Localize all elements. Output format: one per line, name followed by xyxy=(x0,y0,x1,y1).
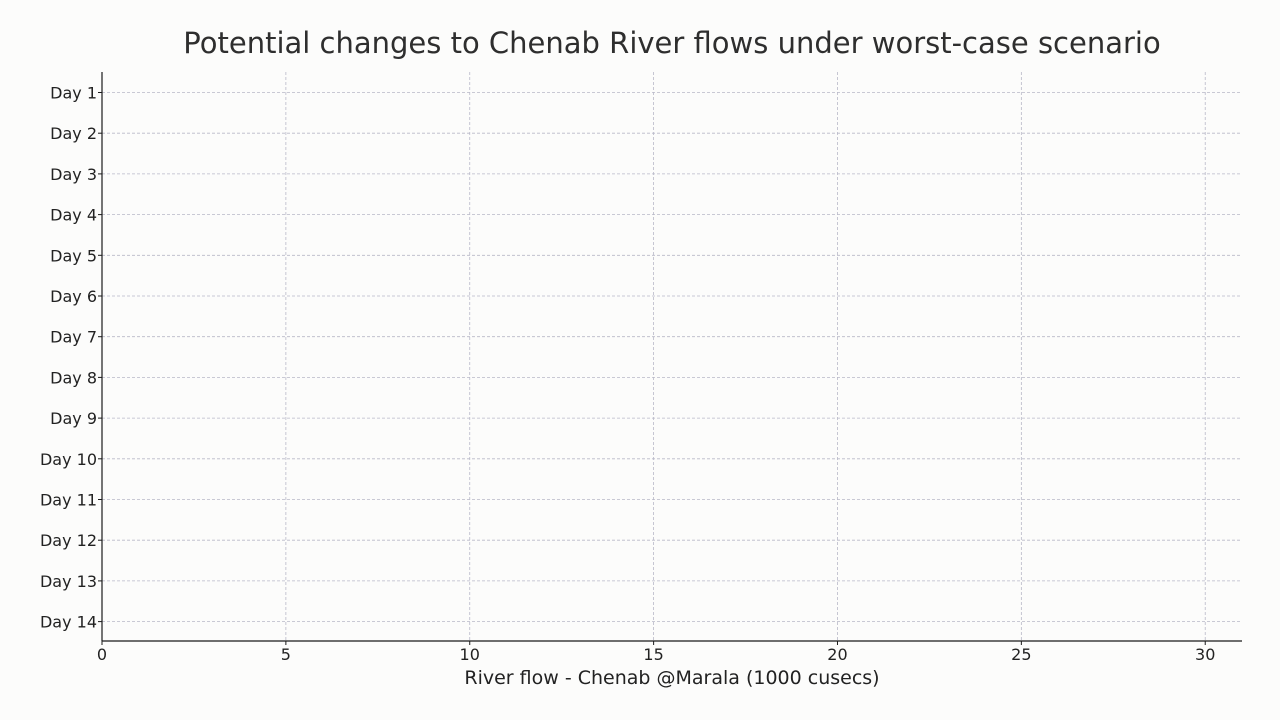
y-tick-label: Day 9 xyxy=(50,409,97,428)
y-tick-label: Day 14 xyxy=(40,613,97,632)
y-tick-label: Day 3 xyxy=(50,165,97,184)
y-tick-label: Day 7 xyxy=(50,328,97,347)
x-axis-ticks: 0 5 10 15 20 25 30 xyxy=(97,641,1215,664)
x-tick-label: 30 xyxy=(1195,645,1215,664)
x-tick-label: 15 xyxy=(643,645,663,664)
x-axis-label: River flow - Chenab @Marala (1000 cusecs… xyxy=(464,667,879,689)
y-tick-label: Day 4 xyxy=(50,206,97,225)
y-tick-label: Day 5 xyxy=(50,246,97,265)
y-tick-label: Day 12 xyxy=(40,531,97,550)
x-tick-label: 20 xyxy=(827,645,847,664)
y-tick-label: Day 6 xyxy=(50,287,97,306)
y-tick-label: Day 2 xyxy=(50,124,97,143)
x-tick-label: 25 xyxy=(1011,645,1031,664)
x-tick-label: 0 xyxy=(97,645,107,664)
y-axis-ticks: Day 1 Day 2 Day 3 Day 4 Day 5 Day 6 Day 7 Day 8… xyxy=(40,84,102,632)
chart-title: Potential changes to Chenab River flows … xyxy=(183,26,1160,60)
y-tick-label: Day 11 xyxy=(40,491,97,510)
y-tick-label: Day 13 xyxy=(40,572,97,591)
grid-lines xyxy=(102,72,1242,641)
y-tick-label: Day 1 xyxy=(50,84,97,103)
axes xyxy=(101,72,1242,642)
x-tick-label: 10 xyxy=(460,645,480,664)
y-tick-label: Day 8 xyxy=(50,368,97,387)
y-tick-label: Day 10 xyxy=(40,450,97,469)
x-tick-label: 5 xyxy=(281,645,291,664)
